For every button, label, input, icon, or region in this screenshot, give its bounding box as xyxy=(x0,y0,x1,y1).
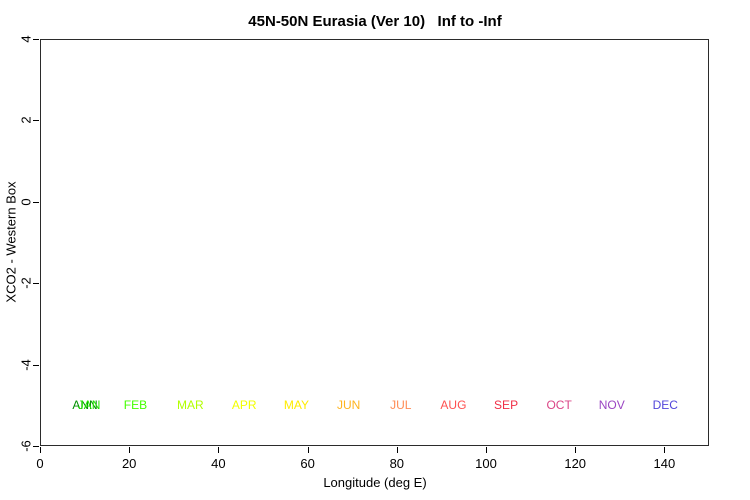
y-tick-mark xyxy=(33,446,39,447)
x-tick-label: 0 xyxy=(36,456,44,471)
x-tick-label: 20 xyxy=(121,456,137,471)
x-tick-mark xyxy=(575,447,577,453)
month-label-dec: DEC xyxy=(652,398,678,413)
x-tick-label: 60 xyxy=(300,456,315,471)
y-tick-mark xyxy=(33,120,39,122)
y-tick-label: -6 xyxy=(18,440,34,452)
month-label-aug: AUG xyxy=(440,398,467,413)
y-tick-mark xyxy=(33,201,39,203)
y-tick-mark xyxy=(33,283,39,285)
month-label-oct: OCT xyxy=(546,398,572,413)
month-label-may: MAY xyxy=(283,398,309,413)
y-tick-label: -4 xyxy=(18,358,34,371)
month-label-jul: JUL xyxy=(390,398,412,413)
x-tick-mark xyxy=(486,447,487,453)
month-label-mar: MAR xyxy=(176,398,204,413)
month-label-feb: FEB xyxy=(123,398,148,413)
y-tick-mark xyxy=(33,364,39,366)
month-label-sep: SEP xyxy=(494,398,519,413)
x-tick-label: 80 xyxy=(389,456,405,471)
month-label-jan: JAN xyxy=(77,398,101,413)
x-tick-label: 40 xyxy=(211,456,226,471)
y-tick-label: 0 xyxy=(18,198,34,206)
month-label-nov: NOV xyxy=(598,398,625,413)
month-label-jun: JUN xyxy=(336,398,361,413)
month-label-apr: APR xyxy=(231,398,257,413)
x-tick-mark xyxy=(40,447,41,453)
y-tick-label: -2 xyxy=(18,277,34,289)
x-tick-label: 120 xyxy=(564,456,587,471)
x-tick-mark xyxy=(129,447,131,453)
y-tick-mark xyxy=(33,39,39,40)
x-tick-mark xyxy=(396,447,398,453)
y-tick-label: 2 xyxy=(18,116,34,125)
x-tick-label: 140 xyxy=(653,456,676,471)
y-axis-title: XCO2 - Western Box xyxy=(3,181,19,303)
plot-area xyxy=(40,39,709,446)
x-tick-mark xyxy=(218,447,220,453)
chart-title: 45N-50N Eurasia (Ver 10) Inf to -Inf xyxy=(248,13,502,30)
x-tick-mark xyxy=(307,447,309,453)
x-tick-label: 100 xyxy=(475,456,497,471)
month-label-ann: ANN xyxy=(72,398,98,413)
x-tick-mark xyxy=(664,447,666,453)
y-tick-label: 4 xyxy=(18,35,34,43)
x-axis-title: Longitude (deg E) xyxy=(323,475,427,490)
